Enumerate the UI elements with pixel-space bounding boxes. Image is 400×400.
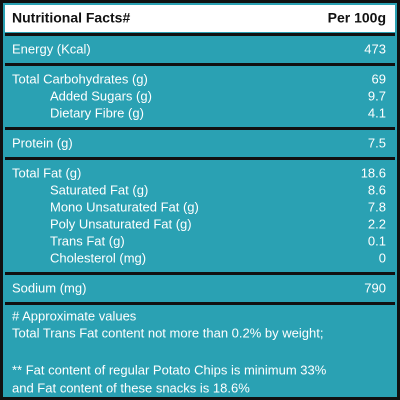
nutrient-label: Total Fat (g) (12, 165, 81, 180)
footnote: and Fat content of these snacks is 18.6% (12, 380, 250, 395)
nutrient-label: Energy (Kcal) (12, 41, 91, 56)
nutrient-label: Trans Fat (g) (50, 233, 125, 248)
nutrient-value: 18.6 (361, 165, 386, 180)
divider (5, 127, 395, 130)
nutrient-value: 7.8 (368, 199, 386, 214)
nutrient-value: 7.5 (368, 135, 386, 150)
nutrient-value: 69 (372, 71, 386, 86)
nutrient-value: 0.1 (368, 233, 386, 248)
nutrient-value: 4.1 (368, 105, 386, 120)
header-title: Nutritional Facts# (12, 10, 130, 26)
nutrient-label: Total Carbohydrates (g) (12, 71, 148, 86)
header-band (5, 5, 395, 32)
nutrient-value: 9.7 (368, 88, 386, 103)
divider (5, 33, 395, 36)
nutrient-label: Mono Unsaturated Fat (g) (50, 199, 199, 214)
header-per: Per 100g (328, 10, 386, 26)
nutrient-label: Dietary Fibre (g) (50, 105, 144, 120)
note: Total Trans Fat content not more than 0.… (12, 325, 323, 340)
divider (5, 302, 395, 305)
nutrient-value: 790 (364, 280, 386, 295)
nutrient-label: Added Sugars (g) (50, 88, 152, 103)
nutrient-label: Poly Unsaturated Fat (g) (50, 216, 192, 231)
nutrient-value: 8.6 (368, 182, 386, 197)
footnote: ** Fat content of regular Potato Chips i… (12, 362, 327, 377)
nutrient-label: Protein (g) (12, 135, 73, 150)
nutrient-value: 2.2 (368, 216, 386, 231)
note: # Approximate values (12, 308, 137, 323)
divider (5, 157, 395, 160)
nutrient-label: Sodium (mg) (12, 280, 86, 295)
nutrient-label: Saturated Fat (g) (50, 182, 148, 197)
nutrient-label: Cholesterol (mg) (50, 250, 146, 265)
divider (5, 272, 395, 275)
label-background (3, 3, 397, 397)
nutrient-value: 473 (364, 41, 386, 56)
divider (5, 63, 395, 66)
nutrient-value: 0 (379, 250, 386, 265)
